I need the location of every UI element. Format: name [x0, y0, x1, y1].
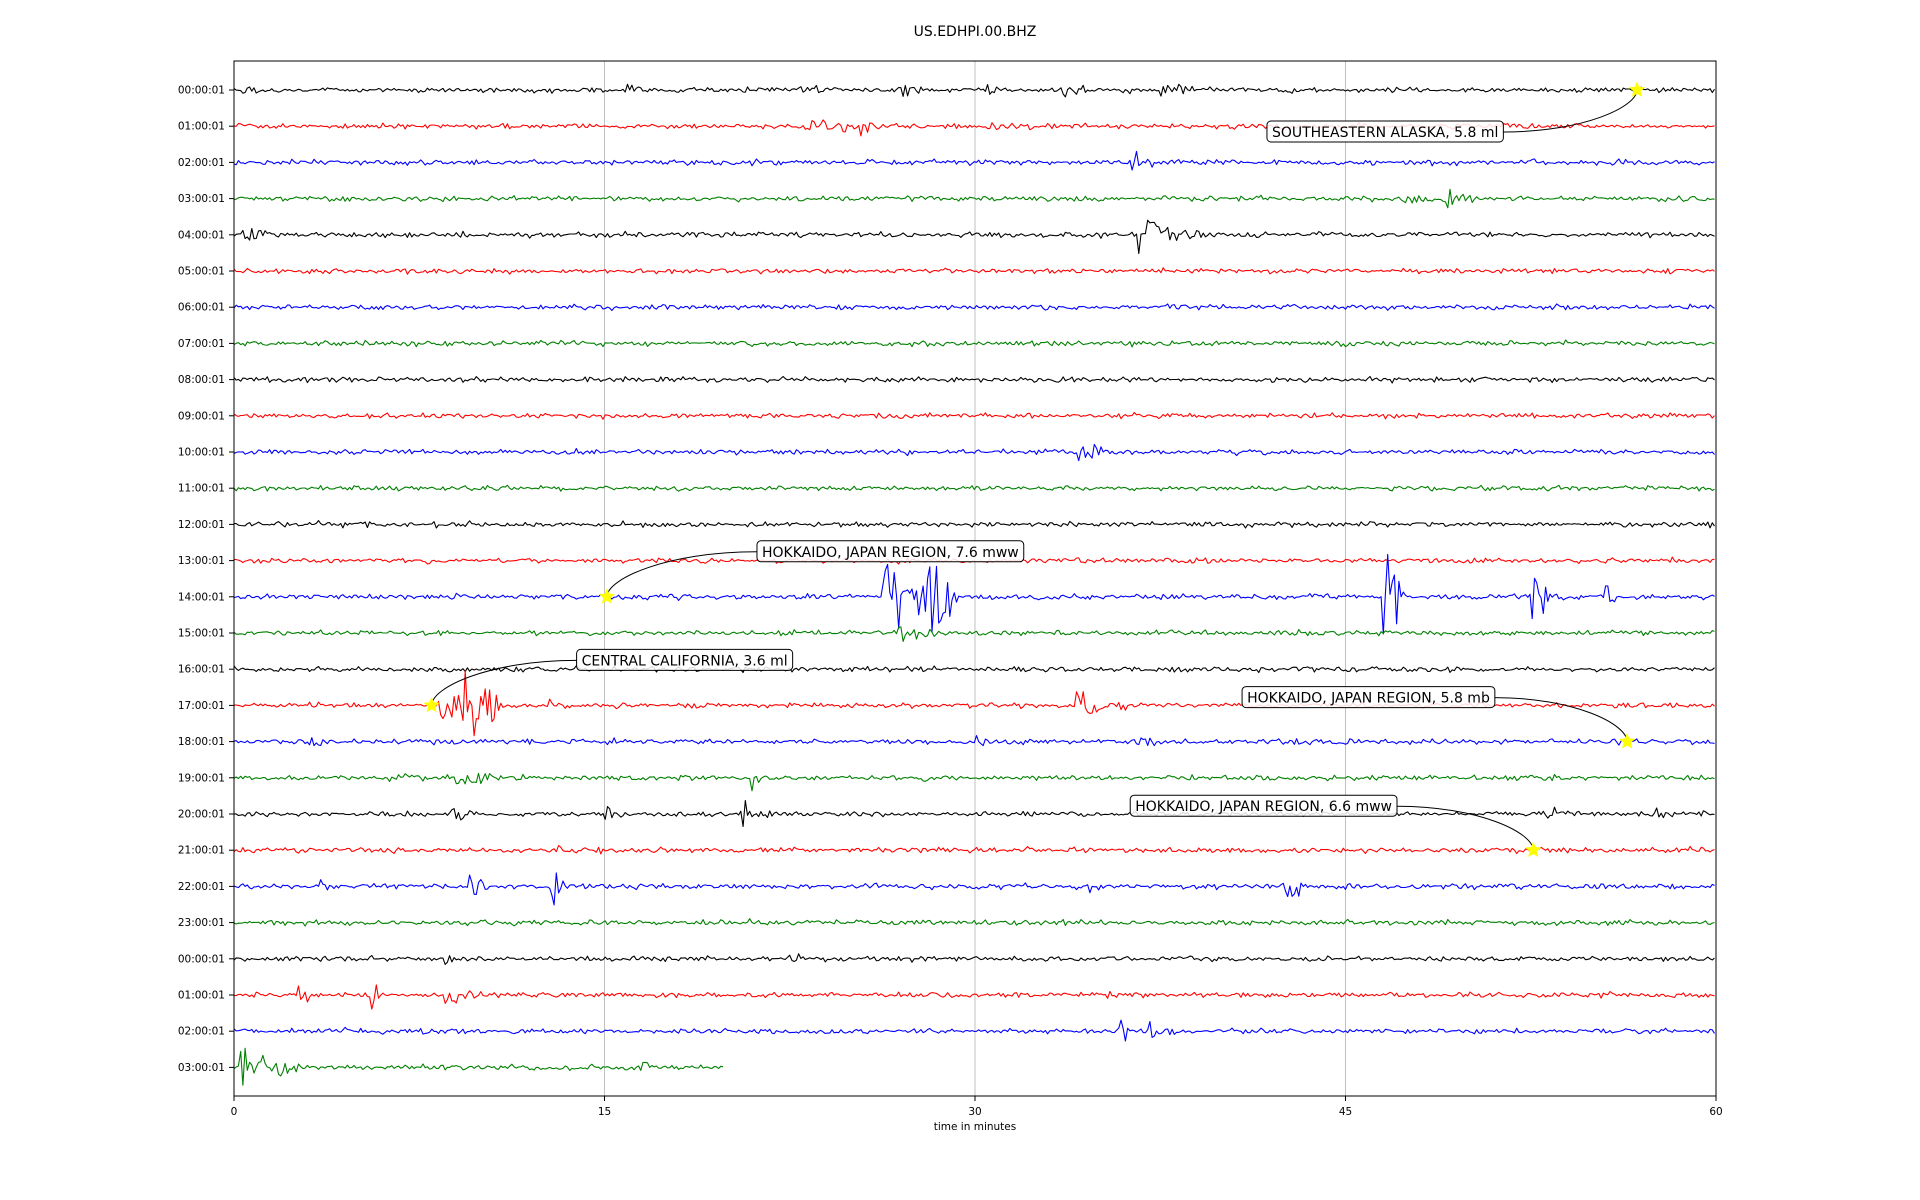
event-star-marker [1628, 81, 1646, 98]
x-tick-label: 15 [598, 1106, 611, 1118]
row-time-label: 12:00:01 [178, 519, 225, 531]
row-time-label: 10:00:01 [178, 447, 225, 459]
trace-row-19 [233, 772, 1715, 792]
event-annotation: HOKKAIDO, JAPAN REGION, 6.6 mww [1129, 794, 1542, 858]
row-time-label: 01:00:01 [178, 990, 225, 1002]
row-time-label: 16:00:01 [178, 664, 225, 676]
event-label: HOKKAIDO, JAPAN REGION, 7.6 mww [762, 545, 1019, 561]
row-time-label: 14:00:01 [178, 591, 225, 603]
trace-row-4 [233, 219, 1715, 255]
trace-row-2 [233, 150, 1715, 171]
x-axis-ticks: 0 15 30 45 60 [231, 1096, 1723, 1118]
row-time-label: 07:00:01 [178, 338, 225, 350]
event-connector [1494, 697, 1628, 742]
row-time-label: 01:00:01 [178, 121, 225, 133]
trace-row-20 [234, 799, 1715, 828]
row-time-labels: 00:00:01 01:00:01 02:00:01 03:00:01 04:00:01… [178, 85, 234, 1074]
x-axis-label: time in minutes [934, 1121, 1016, 1133]
x-tick-label: 0 [231, 1106, 238, 1118]
trace-row-24 [233, 953, 1715, 965]
x-tick-label: 30 [968, 1106, 981, 1118]
trace-row-27 [233, 1047, 724, 1086]
trace-row-22 [233, 872, 1715, 906]
event-annotation: SOUTHEASTERN ALASKA, 5.8 ml [1266, 81, 1646, 143]
trace-row-8 [233, 375, 1715, 384]
trace-row-14 [233, 553, 1715, 635]
row-time-label: 02:00:01 [178, 1026, 225, 1038]
trace-row-9 [233, 411, 1715, 420]
row-time-label: 15:00:01 [178, 628, 225, 640]
event-annotations: SOUTHEASTERN ALASKA, 5.8 ml HOKKAIDO, JAP… [423, 81, 1646, 858]
event-label: HOKKAIDO, JAPAN REGION, 5.8 mb [1247, 691, 1490, 707]
trace-row-11 [233, 484, 1715, 492]
trace-row-21 [233, 845, 1715, 855]
trace-row-3 [233, 188, 1715, 209]
vertical-gridlines [604, 61, 1346, 1096]
row-time-label: 08:00:01 [178, 374, 225, 386]
event-label: SOUTHEASTERN ALASKA, 5.8 ml [1272, 125, 1498, 141]
row-time-label: 05:00:01 [178, 266, 225, 278]
trace-row-15 [233, 626, 1715, 642]
row-time-label: 21:00:01 [178, 845, 225, 857]
trace-row-5 [233, 267, 1715, 275]
row-time-label: 04:00:01 [178, 229, 225, 241]
trace-row-26 [233, 1019, 1715, 1042]
trace-row-10 [233, 443, 1715, 462]
trace-row-23 [233, 918, 1715, 927]
seismic-traces [233, 83, 1715, 1086]
row-time-label: 18:00:01 [178, 736, 225, 748]
event-connector [1503, 89, 1638, 133]
row-time-label: 09:00:01 [178, 410, 225, 422]
row-time-label: 00:00:01 [178, 85, 225, 97]
trace-row-6 [233, 303, 1715, 312]
row-time-label: 11:00:01 [178, 483, 225, 495]
row-time-label: 02:00:01 [178, 157, 225, 169]
chart-title: US.EDHPI.00.BHZ [914, 24, 1037, 40]
row-time-label: 13:00:01 [178, 555, 225, 567]
event-annotation: CENTRAL CALIFORNIA, 3.6 ml [423, 648, 794, 713]
row-time-label: 03:00:01 [178, 193, 225, 205]
x-tick-label: 60 [1709, 1106, 1722, 1118]
event-star-marker [1618, 732, 1636, 749]
trace-row-16 [233, 665, 1715, 674]
event-star-marker [598, 588, 616, 604]
event-star-marker [423, 696, 440, 713]
event-annotation: HOKKAIDO, JAPAN REGION, 7.6 mww [598, 540, 1025, 604]
row-time-label: 20:00:01 [178, 809, 225, 821]
row-time-label: 00:00:01 [178, 953, 225, 965]
event-label: HOKKAIDO, JAPAN REGION, 6.6 mww [1135, 799, 1392, 815]
event-annotation: HOKKAIDO, JAPAN REGION, 5.8 mb [1241, 686, 1636, 749]
row-time-label: 06:00:01 [178, 302, 225, 314]
event-connector [1396, 805, 1534, 851]
event-connector [606, 551, 757, 597]
x-tick-label: 45 [1339, 1106, 1352, 1118]
row-time-label: 23:00:01 [178, 917, 225, 929]
row-time-label: 03:00:01 [178, 1062, 225, 1074]
row-time-label: 19:00:01 [178, 772, 225, 784]
event-connector [431, 659, 577, 706]
event-label: CENTRAL CALIFORNIA, 3.6 ml [582, 653, 788, 669]
trace-row-12 [233, 520, 1715, 529]
trace-row-7 [233, 339, 1715, 348]
event-star-marker [1524, 841, 1542, 858]
row-time-label: 17:00:01 [178, 700, 225, 712]
trace-row-0 [233, 83, 1715, 98]
row-time-label: 22:00:01 [178, 881, 225, 893]
trace-row-18 [233, 735, 1715, 747]
trace-row-25 [233, 984, 1715, 1010]
